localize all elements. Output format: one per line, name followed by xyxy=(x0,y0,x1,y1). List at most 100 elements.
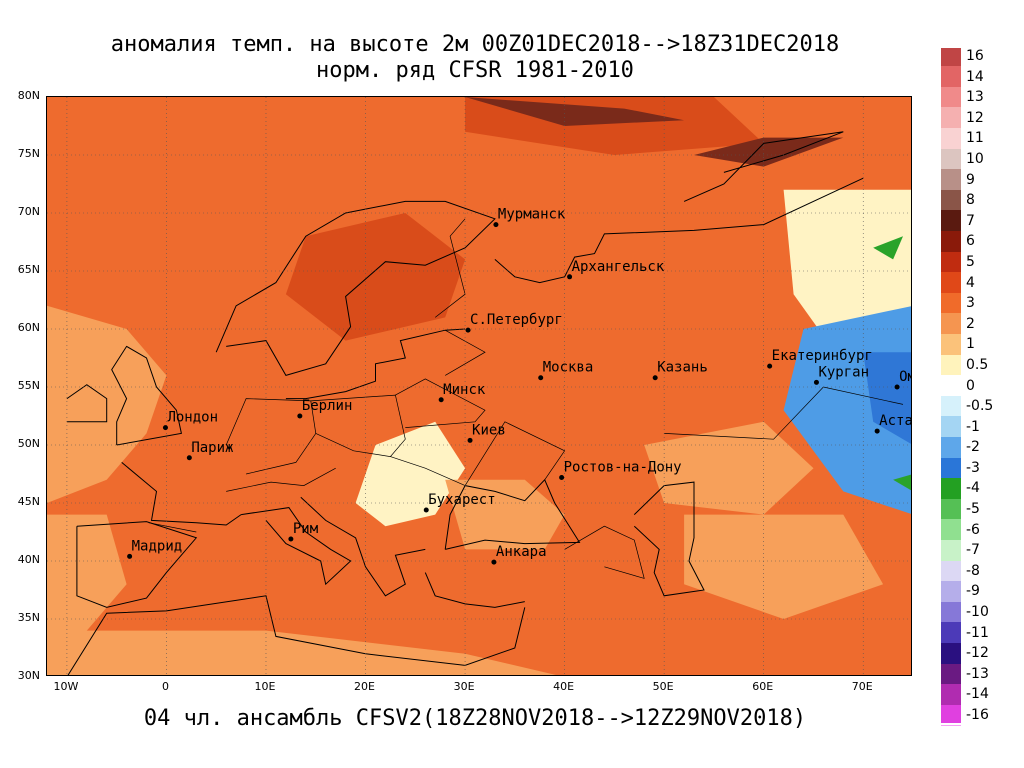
city-dot xyxy=(297,413,303,419)
border-line xyxy=(434,218,466,318)
graticule xyxy=(47,97,911,675)
latitude-tick-label: 45N xyxy=(17,495,40,508)
legend-label: -0.5 xyxy=(966,398,994,415)
map-title: аномалия темп. на высоте 2м 00Z01DEC2018… xyxy=(110,32,840,57)
legend-label: 0.5 xyxy=(966,356,989,373)
longitude-tick-label: 20E xyxy=(354,680,375,693)
legend-label: -4 xyxy=(966,480,980,497)
city-dot xyxy=(438,397,444,403)
color-legend: 16 14 13 12 11 10 9 8 7 6 5 4 3 2 1 0.5 0 -0.5 -1 -2 -3 -4 -5 -… xyxy=(938,48,1024,727)
legend-swatch xyxy=(941,436,961,458)
legend-label: -13 xyxy=(966,665,989,682)
latitude-tick-label: 70N xyxy=(17,205,40,218)
scandinavia-coast xyxy=(215,200,496,376)
latitude-tick-label: 40N xyxy=(17,553,40,566)
city-dot xyxy=(894,384,900,390)
legend-swatch xyxy=(941,251,961,273)
white-sea-coast xyxy=(494,177,864,284)
legend-swatch xyxy=(941,272,961,293)
latitude-tick-label: 65N xyxy=(17,263,40,276)
city-dot xyxy=(813,379,819,385)
legend-swatch xyxy=(941,375,961,396)
city-dot xyxy=(288,536,294,542)
legend-label: -16 xyxy=(966,707,989,723)
legend-swatch xyxy=(941,395,961,417)
legend-swatch xyxy=(941,622,961,643)
legend-swatch xyxy=(941,169,961,190)
legend-swatch xyxy=(941,498,961,520)
legend-swatch xyxy=(941,560,961,582)
legend-label: -10 xyxy=(966,604,989,621)
city-dot xyxy=(767,363,773,369)
legend-swatch xyxy=(941,457,961,479)
legend-swatch xyxy=(941,478,961,499)
latitude-tick-label: 35N xyxy=(17,611,40,624)
legend-label: 5 xyxy=(966,253,975,270)
legend-swatch xyxy=(941,210,961,232)
map-canvas: Мурманск Архангельск С.Петербург Москва Каза… xyxy=(47,97,912,675)
latitude-tick-label: 60N xyxy=(17,321,40,334)
legend-swatch xyxy=(941,86,961,108)
border-line xyxy=(310,394,406,457)
city-label: Екатеринбург xyxy=(772,348,873,364)
city-dot xyxy=(465,327,471,333)
iberia-coast xyxy=(76,521,198,608)
legend-label: 8 xyxy=(966,192,975,209)
green-patch-south-patch xyxy=(893,474,911,491)
longitude-tick-label: 40E xyxy=(553,680,575,693)
legend-swatch xyxy=(941,663,961,685)
map-subtitle: норм. ряд CFSR 1981-2010 xyxy=(316,58,634,83)
neutral-balkans-patch xyxy=(355,421,466,527)
city-dot xyxy=(491,559,497,565)
legend-swatch xyxy=(941,642,961,664)
britain-coast xyxy=(111,345,182,446)
city-label: Архангельск xyxy=(572,259,665,275)
turkey-south-coast xyxy=(424,572,525,608)
city-dot xyxy=(874,428,880,434)
legend-label: -11 xyxy=(966,624,989,641)
legend-swatch xyxy=(941,148,961,170)
city-label: Париж xyxy=(191,440,234,456)
very-cold-kazakh-patch xyxy=(863,352,911,444)
legend-label: -2 xyxy=(966,439,980,456)
legend-label: -9 xyxy=(966,583,980,600)
legend-label: -14 xyxy=(966,686,989,703)
border-line xyxy=(226,467,336,492)
legend-swatch xyxy=(941,128,961,149)
legend-swatch xyxy=(941,704,961,723)
legend-swatch xyxy=(941,292,961,314)
city-dot xyxy=(538,375,544,381)
border-line xyxy=(225,398,317,475)
latitude-tick-label: 50N xyxy=(17,437,40,450)
legend-label: -3 xyxy=(966,459,980,476)
legend-swatch xyxy=(941,66,961,87)
legend-swatch xyxy=(941,539,961,561)
city-dot xyxy=(127,553,133,559)
city-dot xyxy=(567,274,573,280)
legend-swatch xyxy=(941,189,961,211)
legend-swatch xyxy=(941,684,961,705)
legend-label: 10 xyxy=(966,150,984,167)
legend-label: 16 xyxy=(966,48,984,64)
city-label: Ростов-на-Дону xyxy=(564,459,682,475)
longitude-tick-label: 60E xyxy=(752,680,774,693)
legend-swatch xyxy=(941,107,961,129)
warm-scandinavia-patch xyxy=(285,213,466,341)
legend-label: -6 xyxy=(966,521,980,538)
city-label: Берлин xyxy=(302,398,353,414)
legend-label: 14 xyxy=(966,68,984,85)
latitude-tick-label: 30N xyxy=(17,669,40,682)
africa-coast xyxy=(67,595,526,675)
legend-label: 1 xyxy=(966,336,975,353)
legend-swatch xyxy=(941,48,961,67)
city-label: Казань xyxy=(657,360,708,376)
legend-swatch xyxy=(941,725,961,727)
city-dot xyxy=(467,437,473,443)
longitude-tick-label: 30E xyxy=(453,680,475,693)
legend-label: 4 xyxy=(966,274,975,291)
city-label: Астана xyxy=(879,413,912,429)
longitude-tick-label: 0 xyxy=(161,680,169,693)
city-dot xyxy=(186,455,192,461)
legend-label: 12 xyxy=(966,109,984,126)
balkans-coast xyxy=(300,496,426,597)
